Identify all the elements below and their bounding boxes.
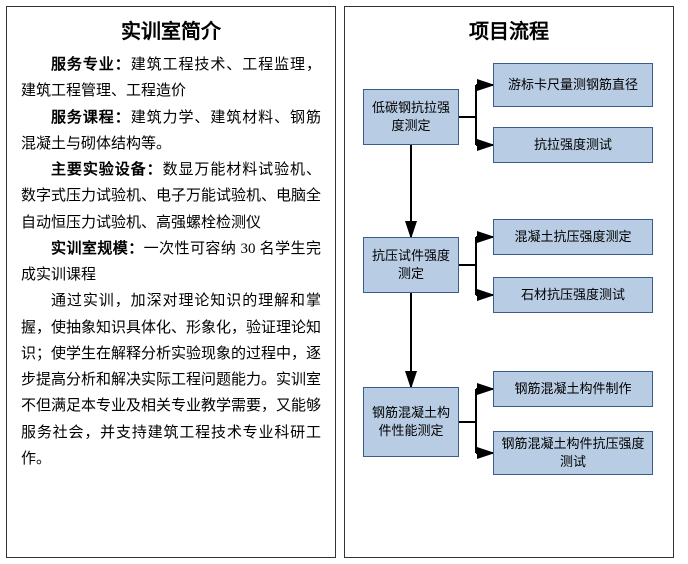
- intro-p4: 实训室规模：一次性可容纳 30 名学生完成实训课程: [21, 236, 321, 289]
- intro-p5: 通过实训，加深对理论知识的理解和掌握，使抽象知识具体化、形象化，验证理论知识；使…: [21, 288, 321, 472]
- main-node-m3: 钢筋混凝土构件性能测定: [363, 387, 459, 457]
- intro-panel: 实训室简介 服务专业：建筑工程技术、工程监理，建筑工程管理、工程造价 服务课程：…: [6, 6, 336, 558]
- child-node-c6: 钢筋混凝土构件抗压强度测试: [493, 431, 653, 475]
- main-node-m1: 低碳钢抗拉强度测定: [363, 89, 459, 145]
- intro-title: 实训室简介: [21, 15, 321, 44]
- intro-p1: 服务专业：建筑工程技术、工程监理，建筑工程管理、工程造价: [21, 52, 321, 105]
- child-node-c5: 钢筋混凝土构件制作: [493, 371, 653, 407]
- child-node-c4: 石材抗压强度测试: [493, 277, 653, 313]
- intro-p3: 主要实验设备：数显万能材料试验机、数字式压力试验机、电子万能试验机、电脑全自动恒…: [21, 157, 321, 236]
- flowchart-panel: 项目流程 低碳钢抗拉强度测定抗压试件强度测定钢筋混凝土构件性能测定 游标卡尺量测钢…: [344, 6, 674, 558]
- p3-label: 主要实验设备：: [51, 161, 163, 178]
- p1-label: 服务专业：: [51, 56, 131, 73]
- main-node-m2: 抗压试件强度测定: [363, 237, 459, 293]
- child-node-c3: 混凝土抗压强度测定: [493, 219, 653, 255]
- flow-title: 项目流程: [345, 15, 673, 44]
- p4-label: 实训室规模：: [51, 240, 144, 257]
- intro-p2: 服务课程：建筑力学、建筑材料、钢筋混凝土与砌体结构等。: [21, 105, 321, 158]
- p2-label: 服务课程：: [51, 109, 131, 126]
- child-node-c2: 抗拉强度测试: [493, 127, 653, 163]
- child-node-c1: 游标卡尺量测钢筋直径: [493, 63, 653, 107]
